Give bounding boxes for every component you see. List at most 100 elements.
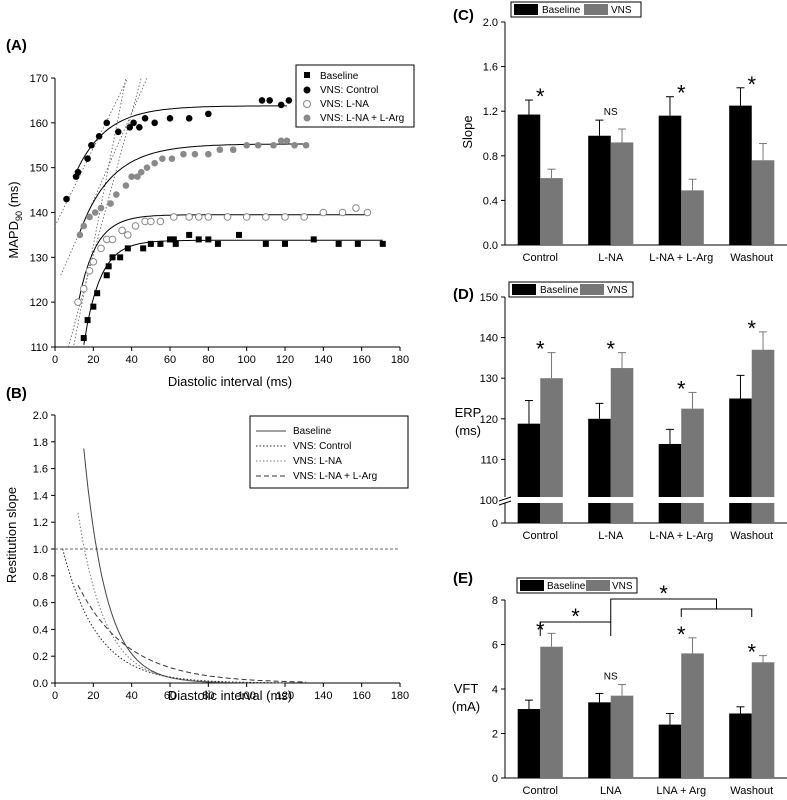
y-tick-label: 2.0 — [483, 17, 498, 29]
data-point — [236, 231, 242, 238]
y-tick-label: 0.0 — [33, 678, 48, 690]
data-point — [80, 222, 88, 230]
panel-b-xlabel: Diastolic interval (ms) — [168, 688, 292, 703]
data-point — [266, 97, 273, 104]
x-tick-label: 160 — [352, 354, 370, 366]
panel-b-label: (B) — [6, 385, 27, 402]
panel-a-label: (A) — [6, 37, 27, 54]
x-tick-label: 140 — [314, 354, 332, 366]
panel-b-ylabel: Restitution slope — [4, 487, 19, 583]
data-point — [354, 240, 361, 247]
y-tick-label: 150 — [480, 292, 498, 304]
slope-line — [77, 512, 285, 684]
data-point — [90, 303, 97, 310]
data-point — [94, 290, 101, 297]
data-point — [282, 240, 288, 247]
comparison-bracket — [539, 621, 612, 636]
panel-a-data — [55, 78, 386, 347]
y-tick-label: 130 — [30, 252, 48, 264]
y-tick-label: 160 — [30, 118, 48, 130]
x-category-label: Control — [523, 252, 558, 264]
data-point — [134, 173, 141, 180]
data-point — [277, 137, 285, 145]
panel-d-ylabel: ERP — [455, 405, 482, 420]
y-tick-label: 170 — [30, 73, 48, 85]
data-point — [194, 213, 203, 221]
data-point — [137, 168, 145, 176]
data-point — [205, 236, 212, 243]
x-tick-label: 60 — [164, 354, 176, 366]
comparison-label: * — [659, 581, 668, 606]
y-tick-label: 100 — [480, 495, 498, 507]
data-point — [151, 119, 158, 127]
data-point — [167, 236, 173, 243]
y-tick-label: 8 — [492, 595, 498, 607]
data-point — [143, 164, 151, 171]
bar — [517, 114, 541, 245]
fit-curve — [77, 214, 368, 305]
data-point — [270, 141, 277, 149]
panel-b-legend-label: VNS: L-NA — [293, 456, 342, 467]
data-point — [352, 204, 360, 212]
bar — [658, 724, 682, 778]
x-category-label: LNA — [600, 785, 622, 797]
data-point — [185, 115, 193, 122]
bar — [610, 368, 634, 523]
bar — [658, 443, 682, 523]
y-tick-label: 140 — [30, 208, 48, 220]
bar — [681, 408, 704, 523]
y-tick-label: 0.4 — [33, 624, 48, 636]
data-point — [291, 141, 298, 149]
bar — [751, 349, 775, 523]
data-point — [262, 240, 269, 247]
panel-e: (E) VFT (mA) 0 2 4 6 8 Control * LNA NS LNA + Arg… — [452, 570, 787, 797]
data-point — [205, 150, 212, 158]
data-point — [97, 244, 105, 253]
bar — [540, 378, 563, 523]
panel-b: (B) Restitution slope Diastolic interval… — [4, 385, 409, 703]
y-tick-label: 0.8 — [483, 151, 498, 163]
x-tick-label: 20 — [87, 690, 99, 702]
x-tick-label: 80 — [202, 354, 214, 366]
data-point — [84, 317, 91, 324]
legend-marker-vns-lna-larg — [303, 114, 311, 122]
bar — [588, 135, 611, 245]
data-point — [319, 208, 328, 217]
data-point — [84, 155, 91, 162]
bar — [610, 695, 634, 778]
data-point — [114, 128, 122, 136]
bar — [540, 646, 563, 778]
significance-label: * — [536, 337, 545, 362]
panel-c-legend-box — [510, 1, 642, 18]
panel-a-legend-label: VNS: L-NA — [320, 99, 369, 110]
panel-a: (A) MAPD90 (ms) Diastolic interval (ms) … — [6, 37, 415, 389]
significance-label: * — [677, 622, 686, 647]
panel-c-legend-label: Baseline — [542, 5, 581, 16]
panel-b-legend-label: Baseline — [293, 426, 332, 437]
data-point — [168, 155, 176, 162]
data-point — [229, 146, 237, 154]
x-tick-label: 180 — [391, 354, 409, 366]
panel-d-legend-label: Baseline — [540, 285, 579, 296]
y-tick-label: 6 — [492, 640, 498, 652]
y-tick-label: 4 — [492, 684, 498, 696]
panel-e-yunit: (mA) — [452, 699, 480, 714]
fit-curve — [83, 239, 383, 345]
data-point — [126, 124, 134, 131]
panel-e-label: (E) — [453, 570, 473, 587]
data-point — [63, 195, 70, 203]
data-point — [172, 240, 179, 247]
data-point — [86, 213, 93, 221]
x-tick-label: 0 — [52, 354, 58, 366]
data-point — [379, 240, 386, 247]
comparison-bracket — [680, 608, 753, 617]
significance-label: * — [536, 84, 545, 109]
data-point — [285, 97, 293, 104]
data-point — [131, 222, 140, 230]
data-point — [105, 263, 112, 270]
data-point — [124, 245, 131, 252]
panel-c-legend-label: VNS — [611, 5, 632, 16]
tangent-line — [73, 78, 127, 347]
